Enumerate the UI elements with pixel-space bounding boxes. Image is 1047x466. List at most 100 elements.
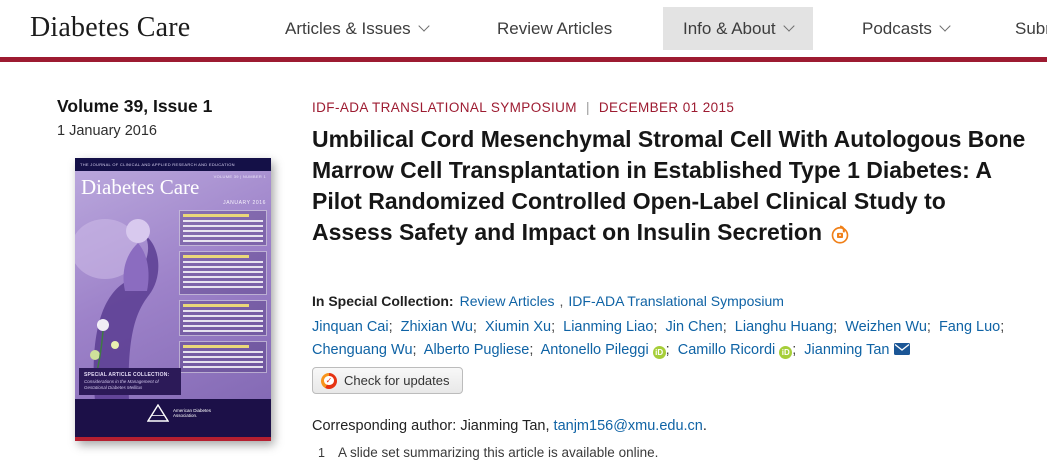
cover-volume-line: VOLUME 39 | NUMBER 1 — [213, 174, 266, 179]
corresponding-author-line: Corresponding author: Jianming Tan, tanj… — [312, 418, 707, 434]
author-separator: ; — [722, 319, 727, 335]
author: Jin Chen; — [665, 319, 726, 335]
email-icon[interactable] — [894, 340, 911, 363]
nav-info-about-label: Info & About — [683, 18, 776, 38]
author: Jianming Tan — [804, 342, 911, 358]
author: Fang Luo; — [939, 319, 1004, 335]
issue-title: Volume 39, Issue 1 — [57, 96, 213, 116]
author-link[interactable]: Camillo Ricordi — [677, 342, 776, 358]
cover-artwork — [75, 219, 159, 401]
article-title-text: Umbilical Cord Mesenchymal Stromal Cell … — [312, 126, 1026, 245]
cover-red-stripe — [75, 437, 271, 441]
author: Antonello Pileggi iD; — [540, 342, 670, 359]
author-link[interactable]: Chenguang Wu — [312, 342, 413, 358]
author-link[interactable]: Antonello Pileggi — [540, 342, 649, 358]
publisher-lockup: American Diabetes Association. — [147, 404, 215, 422]
site-header: Diabetes Care Articles & Issues Review A… — [0, 0, 1047, 57]
ada-triangle-icon — [147, 404, 169, 422]
check-for-updates-label: Check for updates — [344, 373, 450, 388]
author-list: Jinquan Cai; Zhixian Wu; Xiumin Xu; Lian… — [312, 316, 1017, 363]
cover-special-heading: SPECIAL ARTICLE COLLECTION: — [84, 371, 170, 378]
author: Lianming Liao; — [563, 319, 657, 335]
nav-articles-issues-label: Articles & Issues — [285, 18, 411, 38]
article-title: Umbilical Cord Mesenchymal Stromal Cell … — [312, 124, 1030, 252]
author-link[interactable]: Jin Chen — [665, 319, 723, 335]
author-link[interactable]: Xiumin Xu — [484, 319, 552, 335]
eyebrow-collection[interactable]: IDF-ADA TRANSLATIONAL SYMPOSIUM — [312, 100, 577, 115]
author-separator: ; — [792, 342, 797, 358]
issue-date: 1 January 2016 — [57, 123, 157, 139]
author: Xiumin Xu; — [485, 319, 555, 335]
author-link[interactable]: Lianghu Huang — [734, 319, 834, 335]
cover-journal-title: Diabetes Care — [81, 175, 200, 199]
author: Lianghu Huang; — [735, 319, 837, 335]
cover-special-text: Considerations in the Management of Gest… — [84, 379, 159, 390]
cover-list-box — [179, 341, 267, 373]
eyebrow-date: DECEMBER 01 2015 — [598, 100, 735, 115]
corresponding-prefix: Corresponding author: Jianming Tan, — [312, 418, 550, 434]
cover-list-box — [179, 300, 267, 336]
author-separator: ; — [529, 342, 534, 358]
journal-logo[interactable]: Diabetes Care — [30, 12, 191, 43]
cover-special-collection-box: SPECIAL ARTICLE COLLECTION: Consideratio… — [79, 367, 181, 395]
author: Zhixian Wu; — [401, 319, 477, 335]
orcid-icon[interactable]: iD — [779, 346, 793, 359]
author: Alberto Pugliese; — [424, 342, 534, 358]
author-link[interactable]: Alberto Pugliese — [423, 342, 530, 358]
nav-podcasts[interactable]: Podcasts — [862, 0, 951, 57]
nav-info-about[interactable]: Info & About — [663, 7, 813, 50]
author: Weizhen Wu; — [845, 319, 931, 335]
author: Camillo Ricordi iD; — [677, 342, 797, 359]
nav-review-articles-label: Review Articles — [497, 18, 613, 38]
author-link[interactable]: Weizhen Wu — [845, 319, 927, 335]
cover-body — [75, 207, 271, 401]
author-separator: ; — [472, 319, 477, 335]
chevron-down-icon — [782, 20, 795, 32]
author-separator: ; — [665, 342, 670, 358]
nav-submit[interactable]: Submit — [1015, 0, 1047, 57]
journal-cover[interactable]: THE JOURNAL OF CLINICAL AND APPLIED RESE… — [75, 158, 271, 441]
corresponding-email-link[interactable]: tanjm156@xmu.edu.cn — [553, 418, 703, 434]
chevron-down-icon — [939, 20, 951, 32]
check-for-updates-button[interactable]: ✓ Check for updates — [312, 367, 463, 394]
article-eyebrow: IDF-ADA TRANSLATIONAL SYMPOSIUM | DECEMBER… — [312, 100, 734, 115]
cover-list-box — [179, 210, 267, 246]
open-access-icon — [830, 221, 850, 252]
author-link[interactable]: Fang Luo — [938, 319, 1001, 335]
cover-tagline: THE JOURNAL OF CLINICAL AND APPLIED RESE… — [75, 158, 271, 171]
author-link[interactable]: Jianming Tan — [804, 342, 890, 358]
author-separator: ; — [926, 319, 931, 335]
chevron-down-icon — [417, 20, 430, 32]
author-separator: ; — [653, 319, 658, 335]
corresponding-suffix: . — [702, 418, 707, 434]
article-footnote: 1 A slide set summarizing this article is… — [318, 445, 658, 460]
orcid-icon[interactable]: iD — [652, 346, 666, 359]
special-collection-label: In Special Collection: — [312, 293, 454, 309]
author: Chenguang Wu; — [312, 342, 417, 358]
cover-list-box — [179, 251, 267, 295]
nav-submit-label: Submit — [1015, 18, 1047, 38]
author-separator: ; — [412, 342, 417, 358]
crossmark-check-glyph: ✓ — [325, 376, 333, 385]
special-collection-line: In Special Collection: Review Articles, ID… — [312, 293, 784, 309]
footnote-text: A slide set summarizing this article is … — [337, 445, 659, 460]
nav-review-articles[interactable]: Review Articles — [497, 0, 612, 57]
author-link[interactable]: Zhixian Wu — [400, 319, 473, 335]
author-separator: ; — [551, 319, 556, 335]
special-collection-link[interactable]: IDF-ADA Translational Symposium — [568, 293, 784, 309]
cover-bottom-band: American Diabetes Association. — [75, 399, 271, 441]
author-separator: ; — [1000, 319, 1005, 335]
nav-podcasts-label: Podcasts — [862, 18, 932, 38]
cover-article-list — [179, 207, 271, 401]
footnote-number: 1 — [318, 446, 325, 460]
header-accent-rule — [0, 57, 1047, 62]
crossmark-icon: ✓ — [321, 372, 337, 389]
publisher-name: American Diabetes Association. — [173, 407, 212, 419]
author-link[interactable]: Jinquan Cai — [312, 319, 389, 335]
cover-month: JANUARY 2016 — [223, 200, 266, 206]
special-collection-link[interactable]: Review Articles — [459, 293, 555, 309]
author-link[interactable]: Lianming Liao — [563, 319, 654, 335]
author: Jinquan Cai; — [312, 319, 393, 335]
nav-articles-issues[interactable]: Articles & Issues — [285, 0, 430, 57]
author-separator: ; — [388, 319, 393, 335]
